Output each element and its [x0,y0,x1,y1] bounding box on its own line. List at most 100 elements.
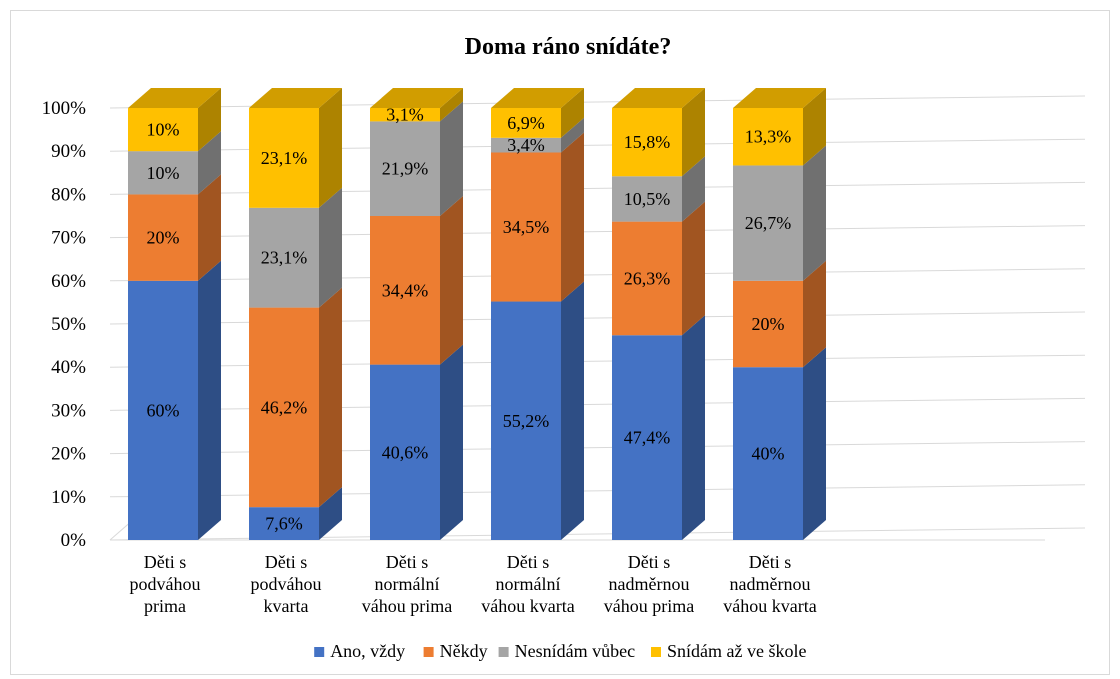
bar-side [198,174,221,281]
category-label: váhou kvarta [723,596,816,616]
legend-label: Ano, vždy [330,641,405,661]
data-label: 23,1% [261,148,308,168]
category-label: nadměrnou [609,574,690,594]
data-label: 47,4% [624,428,671,448]
bar-side [319,287,342,508]
y-tick-label: 70% [51,228,86,249]
category-label: kvarta [264,596,309,616]
y-tick-label: 40% [51,357,86,378]
legend-label: Nesnídám vůbec [515,641,635,661]
category-label: normální [496,574,561,594]
legend-swatch [498,647,509,657]
data-label: 3,1% [386,105,424,125]
bar-side [440,196,463,365]
y-tick-label: 50% [51,314,86,335]
legend-label: Někdy [440,641,488,661]
bar-top [612,88,705,108]
y-tick-label: 100% [42,98,87,119]
category-label: prima [144,596,186,616]
data-label: 10% [147,163,180,183]
legend-swatch [423,647,434,657]
bar-segment [612,335,682,540]
data-label: 15,8% [624,132,671,152]
data-label: 10% [147,120,180,140]
category-label: Děti s [265,552,308,572]
y-tick-label: 20% [51,444,86,465]
bar-segment [370,216,440,365]
bar-side [803,145,826,281]
bar-top [128,88,221,108]
bar-side [682,201,705,336]
data-label: 10,5% [624,189,671,209]
bar-segment [370,121,440,216]
data-label: 60% [147,400,180,420]
data-label: 3,4% [507,135,545,155]
data-label: 7,6% [265,514,303,534]
bar-segment [370,364,440,540]
category-label: nadměrnou [730,574,811,594]
bar-segment [128,151,198,195]
data-label: 13,3% [745,127,792,147]
data-label: 21,9% [382,159,429,179]
category-label: váhou prima [362,596,452,616]
y-tick-label: 60% [51,271,86,292]
bar-top [249,88,342,108]
legend: Ano, vždy Někdy Nesnídám vůbec Snídám až ve… [314,641,806,661]
bar-side [803,260,826,368]
bar-segment [491,301,561,540]
bar-top [370,88,463,108]
bar-segment [491,137,561,153]
y-tick-label: 80% [51,184,86,205]
category-label: váhou kvarta [481,596,574,616]
bars: 60% 20% 10% 10% 7,6% 46,2% 23,1% 23,1% 40,6% 34,4… [128,88,826,540]
category-label: Děti s [628,552,671,572]
category-label: Děti s [507,552,550,572]
data-label: 23,1% [261,248,308,268]
category-label: Děti s [386,552,429,572]
bar-top [733,88,826,108]
y-tick-label: 90% [51,141,86,162]
data-label: 6,9% [507,113,545,133]
y-tick-label: 0% [61,530,87,551]
bar-side [561,88,584,138]
category-label: Děti s [144,552,187,572]
y-axis: 0% 10% 20% 30% 40% 50% 60% 70% 80% 90% 100% [42,98,87,551]
bar-top [491,88,584,108]
category-label: podváhou [130,574,201,594]
bar-segment [128,194,198,281]
data-label: 34,4% [382,280,429,300]
y-tick-label: 30% [51,400,86,421]
bar-side [440,344,463,540]
category-label: Děti s [749,552,792,572]
bar-side [440,88,463,122]
bar-segment [249,207,319,308]
bar-side [561,281,584,540]
bar-segment [249,307,319,508]
legend-label: Snídám až ve škole [667,641,806,661]
bar-segment [612,176,682,222]
data-label: 20% [147,228,180,248]
bar-segment [612,108,682,177]
bar-side [319,487,342,540]
bar-segment [733,367,803,540]
bar-side [319,187,342,308]
category-label: normální [375,574,440,594]
data-label: 20% [752,314,785,334]
bar-segment [249,108,319,208]
bar-side [561,132,584,302]
data-label: 26,3% [624,268,671,288]
data-label: 34,5% [503,217,550,237]
legend-swatch [314,647,325,657]
data-label: 40% [752,444,785,464]
bar-side [440,101,463,216]
bar-segment [128,280,198,540]
data-label: 40,6% [382,442,429,462]
bar-side [803,347,826,540]
category-label: váhou prima [604,596,694,616]
y-tick-label: 10% [51,487,86,508]
bar-segment [612,221,682,336]
bar-segment [733,280,803,368]
bar-side [682,315,705,540]
data-label: 46,2% [261,397,308,417]
